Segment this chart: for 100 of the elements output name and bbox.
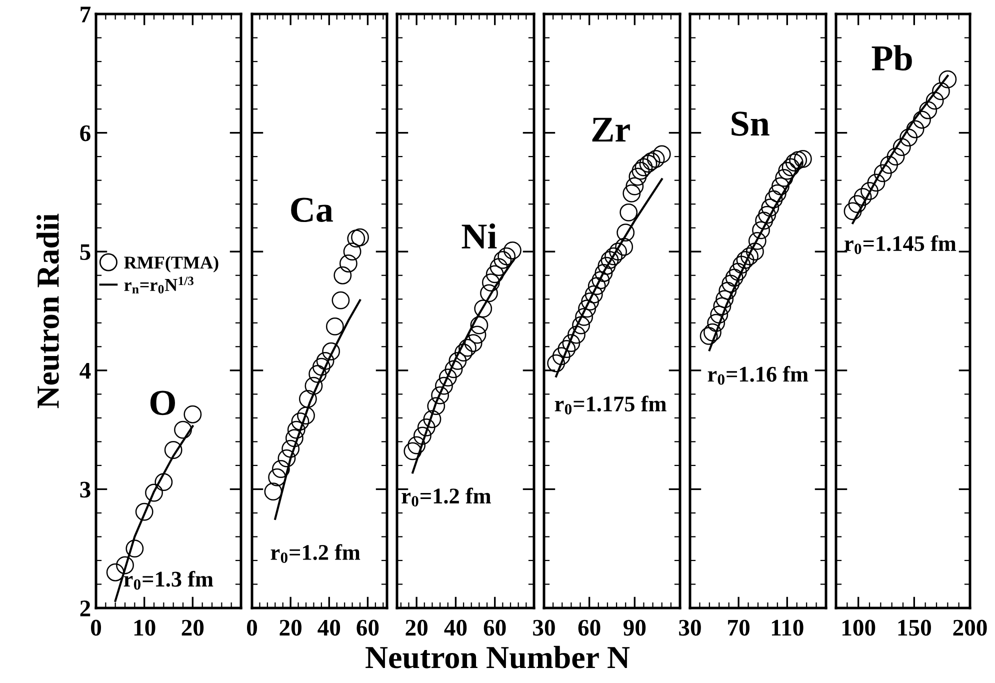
- x-tick-label: 200: [953, 620, 987, 636]
- point: [707, 314, 726, 332]
- point: [454, 344, 472, 362]
- x-tick-label: 0: [90, 620, 102, 636]
- point: [154, 473, 173, 492]
- point: [474, 300, 492, 318]
- point: [464, 334, 482, 352]
- point: [634, 158, 653, 176]
- point: [736, 250, 754, 269]
- point: [431, 386, 450, 404]
- point: [598, 256, 616, 275]
- point: [713, 297, 732, 316]
- point: [740, 247, 758, 266]
- point: [628, 168, 647, 186]
- point: [427, 397, 446, 415]
- point: [772, 177, 790, 196]
- point: [174, 420, 192, 439]
- point: [874, 164, 892, 182]
- annotation: r$_{0}$=1.2 fm: [270, 544, 360, 563]
- point: [775, 168, 794, 187]
- point: [568, 326, 586, 344]
- point: [343, 242, 362, 261]
- point: [755, 212, 774, 230]
- point: [552, 347, 570, 366]
- x-axis-title: Neutron Number N: [366, 646, 630, 668]
- point: [347, 230, 366, 248]
- point: [588, 277, 606, 296]
- x-tick-label: 20: [280, 620, 302, 636]
- point: [413, 426, 432, 445]
- point: [351, 228, 369, 246]
- point: [404, 442, 422, 460]
- point: [782, 158, 800, 176]
- point: [334, 266, 352, 284]
- x-tick-label: 0: [246, 620, 258, 636]
- annotation: Zr: [592, 118, 630, 142]
- x-tick-label: 30: [533, 620, 555, 636]
- y-tick-label: 7: [80, 6, 91, 22]
- point: [764, 190, 783, 208]
- annotation: Pb: [872, 45, 912, 71]
- point: [297, 406, 315, 425]
- annotation: r$_{0}$=1.2 fm: [402, 488, 491, 507]
- point: [594, 264, 613, 282]
- point: [287, 420, 306, 439]
- x-tick-label: 30: [679, 620, 701, 636]
- point: [622, 184, 641, 202]
- y-axis-title: Neutron Radii: [36, 214, 60, 408]
- annotation: r$_{0}$=1.175 fm: [554, 396, 666, 414]
- point: [592, 271, 610, 290]
- point: [298, 390, 317, 408]
- point: [581, 292, 600, 310]
- y-tick-label: 4: [80, 363, 91, 379]
- annotation: Ca: [291, 198, 333, 222]
- point: [604, 247, 622, 266]
- point: [584, 285, 603, 304]
- annotation: Sn: [732, 112, 770, 136]
- point: [572, 316, 590, 334]
- point: [642, 152, 660, 170]
- point: [746, 242, 764, 261]
- point: [886, 148, 905, 166]
- point: [282, 440, 300, 458]
- point: [906, 120, 924, 138]
- x-tick-label: 110: [772, 620, 804, 636]
- point: [639, 154, 658, 173]
- y-tick-label: 2: [80, 600, 90, 616]
- point: [470, 316, 488, 334]
- point: [417, 418, 436, 436]
- point: [308, 365, 327, 383]
- point: [480, 284, 498, 302]
- point: [272, 460, 290, 478]
- point: [722, 274, 740, 293]
- point: [332, 291, 350, 310]
- point: [482, 274, 500, 292]
- point: [704, 323, 722, 342]
- point: [164, 441, 182, 459]
- point: [423, 410, 442, 428]
- x-tick-label: 40: [318, 620, 340, 636]
- point: [752, 221, 770, 240]
- point: [106, 563, 124, 582]
- y-tick-label: 5: [80, 244, 90, 260]
- point: [575, 308, 594, 326]
- point: [547, 354, 566, 372]
- point: [844, 202, 862, 220]
- point: [291, 412, 310, 430]
- point: [135, 502, 154, 521]
- point: [620, 203, 638, 222]
- point: [768, 184, 786, 202]
- point: [938, 70, 957, 88]
- point: [892, 138, 911, 156]
- point: [848, 195, 866, 214]
- point: [761, 198, 780, 217]
- point: [116, 556, 134, 574]
- point: [600, 250, 619, 269]
- point: [700, 326, 718, 345]
- point: [339, 254, 358, 272]
- x-tick-label: 40: [444, 620, 467, 636]
- x-tick-label: 10: [134, 620, 156, 636]
- x-tick-label: 60: [578, 620, 600, 636]
- point: [860, 182, 878, 200]
- point: [312, 358, 330, 376]
- point: [615, 238, 634, 256]
